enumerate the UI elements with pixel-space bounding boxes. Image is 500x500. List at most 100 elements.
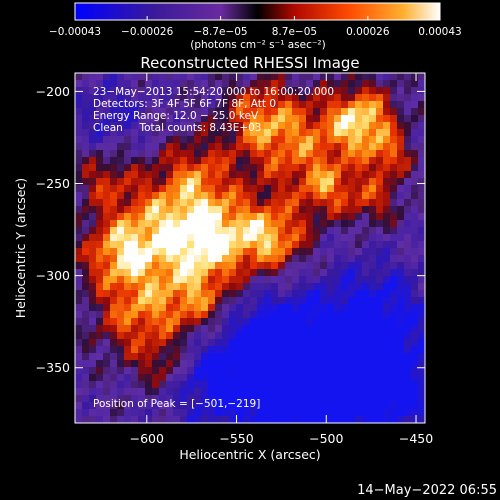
heatmap-cell — [327, 402, 335, 410]
heatmap-cell — [166, 199, 174, 207]
heatmap-cell — [236, 234, 244, 242]
heatmap-cell — [348, 136, 356, 144]
heatmap-cell — [243, 374, 251, 382]
heatmap-cell — [292, 388, 300, 396]
heatmap-cell — [292, 297, 300, 305]
heatmap-cell — [348, 73, 356, 81]
heatmap-cell — [355, 262, 363, 270]
heatmap-cell — [103, 80, 111, 88]
heatmap-cell — [152, 108, 160, 116]
heatmap-cell — [383, 290, 391, 298]
heatmap-cell — [292, 227, 300, 235]
heatmap-cell — [306, 206, 314, 214]
heatmap-cell — [243, 297, 251, 305]
heatmap-cell — [215, 395, 223, 403]
heatmap-cell — [327, 367, 335, 375]
heatmap-cell — [131, 227, 139, 235]
heatmap-cell — [96, 262, 104, 270]
heatmap-cell — [306, 311, 314, 319]
heatmap-cell — [334, 318, 342, 326]
heatmap-cell — [320, 248, 328, 256]
heatmap-cell — [103, 143, 111, 151]
heatmap-cell — [89, 164, 97, 172]
heatmap-cell — [313, 192, 321, 200]
footer-timestamp: 14−May−2022 06:55 — [357, 483, 497, 498]
heatmap-cell — [334, 276, 342, 284]
heatmap-cell — [222, 150, 230, 158]
heatmap-cell — [362, 290, 370, 298]
heatmap-cell — [75, 143, 83, 151]
heatmap-cell — [334, 409, 342, 417]
heatmap-cell — [334, 311, 342, 319]
heatmap-cell — [159, 241, 167, 249]
heatmap-cell — [75, 255, 83, 263]
heatmap-cell — [124, 262, 132, 270]
heatmap-cell — [278, 101, 286, 109]
heatmap-cell — [152, 346, 160, 354]
heatmap-cell — [292, 332, 300, 340]
heatmap-cell — [159, 304, 167, 312]
heatmap-cell — [292, 73, 300, 81]
heatmap-cell — [390, 241, 398, 249]
heatmap-cell — [222, 409, 230, 417]
heatmap-cell — [411, 94, 419, 102]
heatmap-cell — [103, 304, 111, 312]
heatmap-cell — [103, 290, 111, 298]
heatmap-cell — [236, 199, 244, 207]
heatmap-cell — [334, 87, 342, 95]
heatmap-cell — [215, 318, 223, 326]
heatmap-cell — [194, 157, 202, 165]
heatmap-cell — [110, 227, 118, 235]
heatmap-cell — [243, 255, 251, 263]
heatmap-cell — [250, 164, 258, 172]
heatmap-cell — [369, 108, 377, 116]
heatmap-cell — [117, 332, 125, 340]
heatmap-cell — [355, 381, 363, 389]
heatmap-cell — [222, 367, 230, 375]
heatmap-cell — [145, 185, 153, 193]
heatmap-cell — [96, 164, 104, 172]
heatmap-cell — [215, 87, 223, 95]
heatmap-cell — [117, 115, 125, 123]
heatmap-cell — [313, 143, 321, 151]
heatmap-cell — [117, 199, 125, 207]
heatmap-cell — [320, 304, 328, 312]
heatmap-cell — [397, 262, 405, 270]
heatmap-cell — [376, 122, 384, 130]
heatmap-cell — [376, 339, 384, 347]
heatmap-cell — [166, 129, 174, 137]
heatmap-cell — [299, 192, 307, 200]
heatmap-cell — [215, 416, 223, 423]
heatmap-cell — [180, 101, 188, 109]
heatmap-cell — [250, 262, 258, 270]
heatmap-cell — [103, 360, 111, 368]
heatmap-cell — [166, 360, 174, 368]
heatmap-cell — [131, 143, 139, 151]
heatmap-cell — [194, 87, 202, 95]
heatmap-cell — [173, 220, 181, 228]
heatmap-cell — [404, 150, 412, 158]
x-tick-label: −550 — [219, 431, 253, 446]
heatmap-cell — [327, 353, 335, 361]
heatmap-cell — [208, 332, 216, 340]
heatmap-cell — [131, 304, 139, 312]
heatmap-cell — [264, 381, 272, 389]
heatmap-cell — [320, 360, 328, 368]
heatmap-cell — [117, 157, 125, 165]
heatmap-cell — [299, 311, 307, 319]
heatmap-cell — [173, 136, 181, 144]
x-tick-label: −450 — [399, 431, 433, 446]
heatmap-cell — [250, 416, 258, 423]
heatmap-cell — [418, 290, 425, 298]
heatmap-cell — [397, 318, 405, 326]
heatmap-cell — [362, 115, 370, 123]
heatmap-cell — [117, 171, 125, 179]
heatmap-cell — [313, 311, 321, 319]
heatmap-cell — [264, 409, 272, 417]
heatmap-cell — [229, 185, 237, 193]
heatmap-cell — [96, 290, 104, 298]
heatmap-cell — [264, 185, 272, 193]
heatmap-cell — [285, 339, 293, 347]
heatmap-cell — [383, 304, 391, 312]
heatmap-cell — [299, 388, 307, 396]
